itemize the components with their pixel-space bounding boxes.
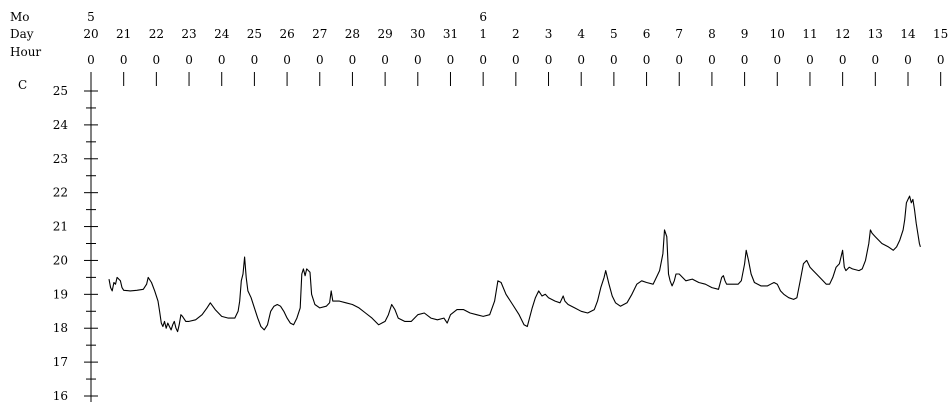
hour-label: 0	[316, 53, 324, 67]
y-tick-label: 21	[53, 220, 68, 234]
hour-label: 0	[153, 53, 161, 67]
day-label: 8	[708, 27, 716, 41]
y-axis: 16 17 18 19 20 21 22 23 24 25	[53, 72, 98, 403]
hour-label: 0	[904, 53, 912, 67]
hour-label: 0	[381, 53, 389, 67]
day-label: 20	[83, 27, 98, 41]
day-label: 24	[214, 27, 230, 41]
month-row-label: Mo	[10, 10, 30, 24]
day-label: 7	[675, 27, 683, 41]
y-tick-label: 22	[53, 186, 68, 200]
day-label: 30	[410, 27, 425, 41]
hour-label: 0	[806, 53, 814, 67]
hour-label: 0	[87, 53, 95, 67]
y-tick-label: 23	[53, 152, 68, 166]
hour-label: 0	[251, 53, 259, 67]
y-tick-label: 25	[53, 84, 68, 98]
hour-row-label: Hour	[10, 45, 41, 59]
day-label: 26	[279, 27, 294, 41]
y-tick-label: 19	[53, 287, 68, 301]
y-tick-label: 17	[53, 355, 68, 369]
day-label: 28	[345, 27, 360, 41]
hour-label: 0	[283, 53, 291, 67]
hour-label: 0	[349, 53, 357, 67]
hour-label: 0	[577, 53, 585, 67]
y-axis-unit-label: C	[18, 78, 27, 92]
y-tick-label: 20	[53, 253, 68, 267]
day-label: 22	[149, 27, 164, 41]
hour-label: 0	[643, 53, 651, 67]
month-label: 5	[87, 10, 95, 24]
series-layer	[108, 195, 921, 333]
day-label: 23	[181, 27, 196, 41]
day-label: 21	[116, 27, 131, 41]
day-label: 4	[577, 27, 585, 41]
day-label: 3	[545, 27, 553, 41]
day-label: 2	[512, 27, 520, 41]
day-label: 15	[933, 27, 948, 41]
day-label: 10	[770, 27, 785, 41]
y-tick-label: 18	[53, 321, 68, 335]
temperature-series-line	[108, 195, 921, 333]
day-label: 11	[802, 27, 817, 41]
month-label: 6	[479, 10, 487, 24]
hour-label: 0	[839, 53, 847, 67]
day-label: 6	[643, 27, 651, 41]
hour-label: 0	[447, 53, 455, 67]
hour-label: 0	[185, 53, 193, 67]
hour-label: 0	[708, 53, 716, 67]
hour-label: 0	[479, 53, 487, 67]
day-label: 5	[610, 27, 618, 41]
hour-label: 0	[741, 53, 749, 67]
hour-label: 0	[937, 53, 945, 67]
hour-label: 0	[414, 53, 422, 67]
day-label: 25	[247, 27, 262, 41]
day-row-label: Day	[10, 27, 34, 41]
hour-label: 0	[218, 53, 226, 67]
hour-label: 0	[675, 53, 683, 67]
hour-labels: 0 0 0 0 0 0 0 0 0 0 0 0 0 0 0 0 0 0 0 0 0 0 0 0 0 0 0	[87, 53, 944, 67]
day-label: 13	[868, 27, 883, 41]
day-label: 31	[443, 27, 458, 41]
y-tick-label: 24	[53, 118, 69, 132]
day-label: 12	[835, 27, 850, 41]
day-label: 29	[377, 27, 392, 41]
hour-label: 0	[545, 53, 553, 67]
hour-label: 0	[120, 53, 128, 67]
day-label: 9	[741, 27, 749, 41]
day-label: 14	[900, 27, 916, 41]
hour-label: 0	[610, 53, 618, 67]
day-label: 27	[312, 27, 327, 41]
hour-label: 0	[773, 53, 781, 67]
day-label: 1	[479, 27, 487, 41]
y-tick-label: 16	[53, 389, 68, 403]
hour-label: 0	[512, 53, 520, 67]
hour-label: 0	[871, 53, 879, 67]
x-axis-ticks	[123, 72, 942, 86]
day-labels: 20 21 22 23 24 25 26 27 28 29 30 31 1 2 3 4 5 6 7 8 9 10 11 12 1…	[83, 27, 948, 41]
